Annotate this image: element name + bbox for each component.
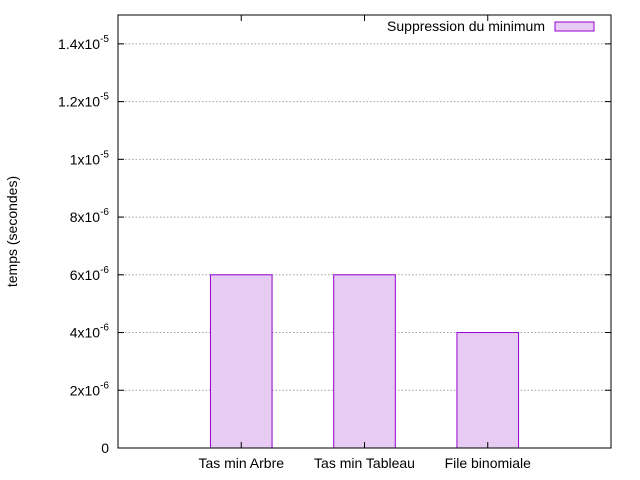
y-tick-label: 0 [101,440,109,456]
y-tick-mantissa: 8x10 [70,209,101,225]
y-tick-mantissa: 1.2x10 [58,94,100,110]
x-tick-label: File binomiale [445,455,532,471]
y-tick-mantissa: 0 [101,440,109,456]
y-tick-mantissa: 6x10 [70,267,101,283]
x-tick-label: Tas min Tableau [314,455,415,471]
y-tick-exponent: -6 [100,380,109,391]
bar [456,332,520,449]
y-axis-label: temps (secondes) [4,176,20,287]
y-tick-mantissa: 1x10 [70,151,101,167]
y-axis-ticks: 02x10-64x10-66x10-68x10-61x10-51.2x10-51… [58,34,611,456]
x-axis-ticks: Tas min Arbre Tas min Tableau File binomia… [198,15,531,471]
legend-label: Suppression du minimum [387,18,545,34]
y-tick-label: 1x10-5 [70,149,110,167]
y-tick-label: 1.2x10-5 [58,92,109,110]
bar [333,274,396,449]
legend-swatch [554,21,595,32]
bars [209,274,520,449]
y-tick-exponent: -6 [100,265,109,276]
y-tick-exponent: -5 [100,34,109,45]
bar [209,274,273,449]
y-tick-label: 2x10-6 [70,380,110,398]
y-tick-mantissa: 1.4x10 [58,36,100,52]
y-tick-exponent: -5 [100,149,109,160]
y-tick-label: 4x10-6 [70,323,110,341]
y-tick-mantissa: 2x10 [70,382,101,398]
y-tick-label: 6x10-6 [70,265,110,283]
y-tick-exponent: -5 [100,92,109,103]
x-tick-label: Tas min Arbre [198,455,284,471]
y-tick-label: 8x10-6 [70,207,110,225]
y-tick-mantissa: 4x10 [70,325,101,341]
y-tick-exponent: -6 [100,207,109,218]
y-tick-exponent: -6 [100,323,109,334]
legend: Suppression du minimum [387,18,595,34]
y-tick-label: 1.4x10-5 [58,34,109,52]
